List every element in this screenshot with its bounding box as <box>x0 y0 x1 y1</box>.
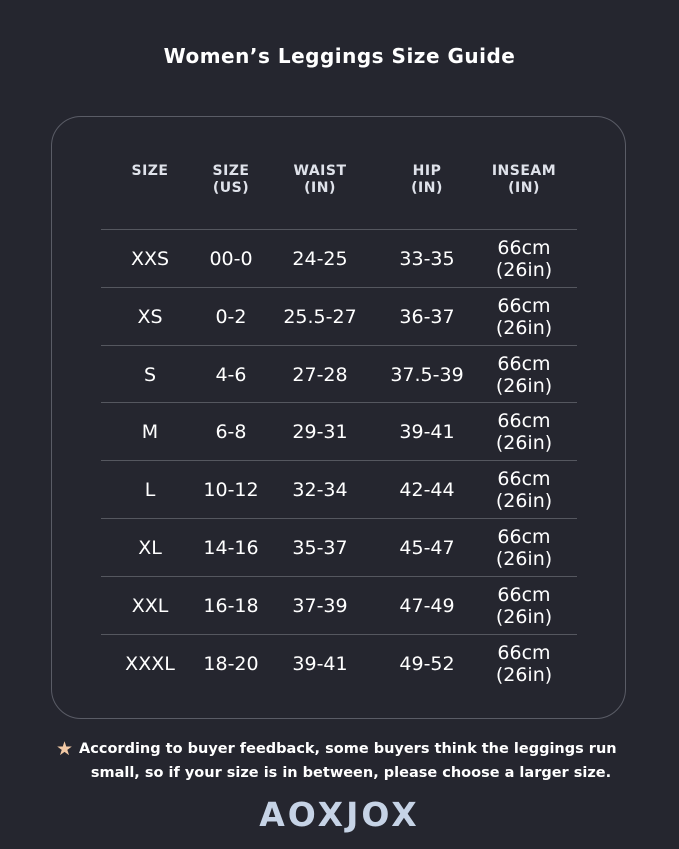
size-table-card <box>51 116 626 719</box>
table-row: XXL 16-18 37-39 47-49 66cm (26in) <box>101 575 577 635</box>
column-header: WAIST (IN) <box>270 163 370 197</box>
table-cell: XS <box>137 305 163 328</box>
table-cell: 42-44 <box>399 479 455 502</box>
table-cell: 66cm (26in) <box>495 583 553 628</box>
table-cell: 33-35 <box>399 248 455 270</box>
column-header-line: (IN) <box>304 180 336 196</box>
table-cell: 29-31 <box>292 421 348 444</box>
table-cell: XXS <box>130 248 170 270</box>
column-header: SIZE <box>100 163 200 180</box>
fit-note: ★ According to buyer feedback, some buyer… <box>56 737 646 785</box>
table-cell: 66cm (26in) <box>495 294 553 339</box>
table-cell: M <box>141 421 159 444</box>
table-cell: 32-34 <box>292 479 348 502</box>
table-cell: XXL <box>131 594 169 617</box>
table-cell: 49-52 <box>399 652 455 675</box>
table-cell: 66cm (26in) <box>495 526 553 570</box>
table-cell: XL <box>138 537 162 559</box>
table-cell: 4-6 <box>215 363 247 386</box>
table-cell: L <box>144 479 156 502</box>
table-cell: 35-37 <box>292 537 348 559</box>
note-line-2: small, so if your size is in between, pl… <box>90 765 612 781</box>
table-cell: 0-2 <box>215 305 247 328</box>
column-header-line: INSEAM <box>491 163 557 179</box>
table-cell: S <box>143 363 157 386</box>
table-cell: 10-12 <box>203 479 259 502</box>
column-header-line: WAIST <box>293 163 347 179</box>
table-cell: 45-47 <box>399 537 455 559</box>
table-cell: 66cm (26in) <box>495 468 553 513</box>
table-cell: 66cm (26in) <box>495 410 553 455</box>
brand-logo: AOXJOX <box>259 795 420 834</box>
table-cell: XXXL <box>125 652 175 675</box>
table-row: XXXL 18-20 39-41 49-52 66cm (26in) <box>101 633 577 693</box>
table-row: M 6-8 29-31 39-41 66cm (26in) <box>101 402 577 461</box>
column-header-line: (US) <box>212 180 250 196</box>
table-cell: 16-18 <box>203 594 259 617</box>
table-cell: 18-20 <box>203 652 259 675</box>
column-header: HIP (IN) <box>377 163 477 197</box>
table-cell: 24-25 <box>292 248 348 270</box>
table-cell: 39-41 <box>292 652 348 675</box>
column-header: INSEAM (IN) <box>474 163 574 197</box>
table-cell: 27-28 <box>292 363 348 386</box>
table-cell: 36-37 <box>399 305 455 328</box>
table-row: XXS 00-0 24-25 33-35 66cm (26in) <box>101 229 577 288</box>
column-header-line: (IN) <box>508 180 540 196</box>
star-icon: ★ <box>56 738 74 760</box>
column-header-line: HIP <box>412 163 442 179</box>
column-header-line: SIZE <box>131 163 169 179</box>
table-cell: 66cm (26in) <box>495 352 553 397</box>
column-header-line: SIZE <box>212 163 250 179</box>
table-cell: 39-41 <box>399 421 455 444</box>
table-row: S 4-6 27-28 37.5-39 66cm (26in) <box>101 344 577 404</box>
page-title: Women’s Leggings Size Guide <box>163 44 516 68</box>
column-header: SIZE (US) <box>181 163 281 197</box>
table-cell: 6-8 <box>215 421 247 444</box>
table-cell: 14-16 <box>203 537 259 559</box>
table-cell: 66cm (26in) <box>495 237 553 281</box>
column-header-line: (IN) <box>411 180 443 196</box>
table-cell: 37-39 <box>292 594 348 617</box>
table-row: XS 0-2 25.5-27 36-37 66cm (26in) <box>101 286 577 346</box>
table-cell: 66cm (26in) <box>495 641 553 686</box>
table-cell: 47-49 <box>399 594 455 617</box>
table-row: XL 14-16 35-37 45-47 66cm (26in) <box>101 518 577 577</box>
note-line-1: According to buyer feedback, some buyers… <box>79 741 617 757</box>
table-cell: 25.5-27 <box>283 305 357 328</box>
table-cell: 37.5-39 <box>390 363 464 386</box>
table-cell: 00-0 <box>209 248 253 270</box>
table-row: L 10-12 32-34 42-44 66cm (26in) <box>101 460 577 519</box>
